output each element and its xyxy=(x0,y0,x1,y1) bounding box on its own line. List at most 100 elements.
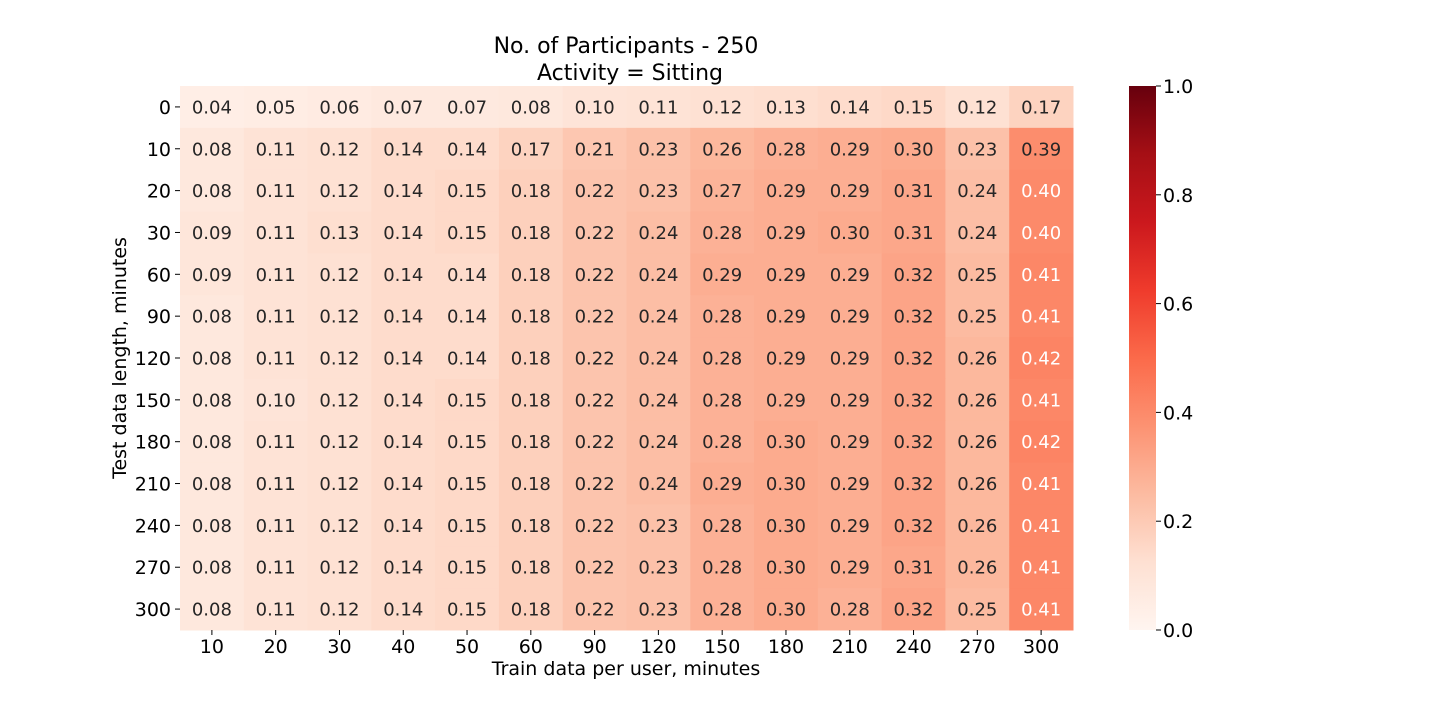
cell-value-label: 0.18 xyxy=(511,432,551,453)
heatmap-cell xyxy=(754,295,819,338)
heatmap-cell xyxy=(435,169,500,213)
heatmap-cell xyxy=(498,253,564,296)
chart-subtitle: Activity = Sitting xyxy=(537,61,723,86)
x-tick-label: 210 xyxy=(832,636,868,658)
cell-value-label: 0.26 xyxy=(957,432,997,453)
heatmap-cell xyxy=(307,504,372,547)
heatmap-cell xyxy=(562,504,627,547)
y-axis-label: Test data length, minutes xyxy=(109,237,131,480)
cell-value-label: 0.14 xyxy=(447,265,487,286)
cell-value-label: 0.08 xyxy=(192,349,232,370)
x-tick-label: 20 xyxy=(264,636,288,658)
heatmap-cell xyxy=(626,588,691,631)
cell-value-label: 0.42 xyxy=(1021,349,1061,370)
cell-value-label: 0.29 xyxy=(766,349,806,370)
cell-value-label: 0.32 xyxy=(893,390,933,411)
cell-value-label: 0.08 xyxy=(192,181,232,202)
heatmap-cell xyxy=(180,127,245,171)
heatmap-cell xyxy=(690,86,755,129)
cell-value-label: 0.26 xyxy=(702,139,742,160)
cell-value-label: 0.15 xyxy=(447,558,487,579)
cell-value-label: 0.11 xyxy=(256,432,296,453)
heatmap-cell xyxy=(945,127,1010,171)
cell-value-label: 0.31 xyxy=(893,181,933,202)
cell-value-label: 0.23 xyxy=(638,516,678,537)
x-tick-label: 30 xyxy=(327,636,351,658)
x-axis-label: Train data per user, minutes xyxy=(491,658,761,680)
cell-value-label: 0.25 xyxy=(957,307,997,328)
cell-value-label: 0.23 xyxy=(638,600,678,621)
heatmap-cell xyxy=(180,211,245,254)
heatmap-cell xyxy=(1009,378,1074,422)
heatmap-cell xyxy=(754,378,819,422)
cell-value-label: 0.29 xyxy=(830,516,870,537)
cell-value-label: 0.18 xyxy=(511,265,551,286)
heatmap-cell xyxy=(626,211,691,254)
x-tick-label: 40 xyxy=(391,636,415,658)
heatmap-cell xyxy=(498,504,564,547)
heatmap-cell xyxy=(307,253,372,296)
cell-value-label: 0.30 xyxy=(766,558,806,579)
heatmap-cell xyxy=(817,420,883,464)
cell-value-label: 0.14 xyxy=(830,97,870,118)
heatmap-cell xyxy=(180,588,245,631)
cell-value-label: 0.26 xyxy=(957,390,997,411)
x-tick-label: 300 xyxy=(1023,636,1059,658)
cell-value-label: 0.08 xyxy=(192,139,232,160)
heatmap-cell xyxy=(690,337,755,380)
cell-value-label: 0.29 xyxy=(830,181,870,202)
cell-value-label: 0.06 xyxy=(319,97,359,118)
heatmap-cell xyxy=(307,588,372,631)
heatmap-cell xyxy=(626,546,691,589)
heatmap-cell xyxy=(626,420,691,464)
cell-value-label: 0.08 xyxy=(192,432,232,453)
heatmap-cell xyxy=(626,337,691,380)
cell-value-label: 0.11 xyxy=(256,474,296,495)
cell-value-label: 0.07 xyxy=(447,97,487,118)
heatmap-cell xyxy=(881,127,946,171)
cell-value-label: 0.29 xyxy=(702,265,742,286)
cell-value-label: 0.08 xyxy=(192,516,232,537)
cell-value-label: 0.30 xyxy=(766,432,806,453)
cell-value-label: 0.14 xyxy=(383,432,423,453)
heatmap-cell xyxy=(243,253,309,296)
cell-value-label: 0.11 xyxy=(256,181,296,202)
heatmap-cell xyxy=(562,588,627,631)
y-tick-label: 300 xyxy=(135,599,171,621)
cell-value-label: 0.29 xyxy=(830,265,870,286)
heatmap-cell xyxy=(881,546,946,589)
heatmap-cell xyxy=(498,211,564,254)
x-tick-label: 90 xyxy=(583,636,607,658)
cell-value-label: 0.41 xyxy=(1021,390,1061,411)
cell-value-label: 0.14 xyxy=(383,307,423,328)
cell-value-label: 0.12 xyxy=(319,432,359,453)
cell-value-label: 0.05 xyxy=(256,97,296,118)
heatmap-cell xyxy=(1009,462,1074,505)
heatmap-cell xyxy=(626,169,691,213)
heatmap-cell xyxy=(690,211,755,254)
heatmap-cell xyxy=(690,295,755,338)
cell-value-label: 0.09 xyxy=(192,265,232,286)
heatmap-cell xyxy=(435,420,500,464)
cell-value-label: 0.12 xyxy=(319,181,359,202)
heatmap-cell xyxy=(243,588,309,631)
heatmap-cell xyxy=(243,462,309,505)
heatmap-cell xyxy=(562,295,627,338)
cell-value-label: 0.30 xyxy=(830,223,870,244)
cell-value-label: 0.32 xyxy=(893,307,933,328)
cell-value-label: 0.14 xyxy=(383,390,423,411)
heatmap-cell xyxy=(817,86,883,129)
cell-value-label: 0.28 xyxy=(766,139,806,160)
cell-value-label: 0.15 xyxy=(447,181,487,202)
heatmap-cell xyxy=(243,504,309,547)
cell-value-label: 0.24 xyxy=(638,474,678,495)
cell-value-label: 0.22 xyxy=(575,181,615,202)
cell-value-label: 0.15 xyxy=(447,432,487,453)
heatmap-cell xyxy=(243,86,309,129)
x-tick-label: 60 xyxy=(519,636,543,658)
cell-value-label: 0.26 xyxy=(957,349,997,370)
cell-value-label: 0.08 xyxy=(192,600,232,621)
cell-value-label: 0.32 xyxy=(893,265,933,286)
colorbar-tick-label: 0.0 xyxy=(1163,620,1193,642)
heatmap-cell xyxy=(371,127,436,171)
